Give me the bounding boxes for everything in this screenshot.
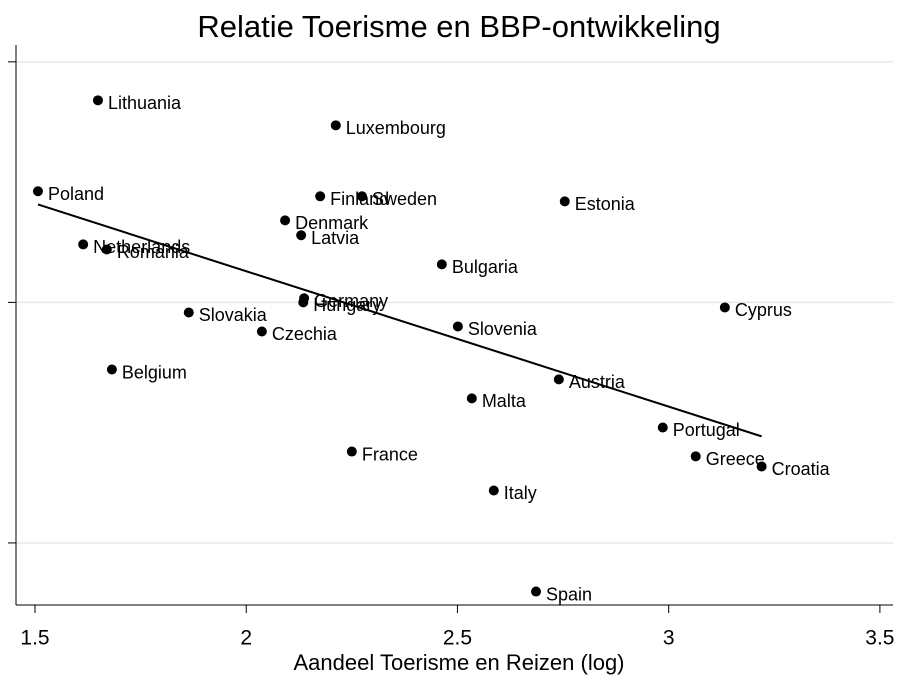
x-tick-label: 2 [240,627,252,650]
point-label: Slovakia [199,305,268,325]
point-label: Netherlands [93,237,190,257]
point [280,215,291,226]
point-label: Luxembourg [346,118,446,138]
point [101,244,112,255]
point [531,586,542,597]
point-label: Hungary [313,295,381,315]
point-label: Slovenia [468,319,538,339]
point-label: Greece [706,449,765,469]
point-label: Cyprus [735,300,792,320]
point-label: Lithuania [108,93,182,113]
point [466,393,477,404]
point [32,186,43,197]
point [298,297,309,308]
point-label: Sweden [372,189,437,209]
x-tick-label: 2.5 [443,627,472,650]
point [719,302,730,313]
point-label: Germany [314,291,388,311]
point-label: Latvia [311,228,360,248]
point-label: France [362,444,418,464]
point-label: Italy [504,483,537,503]
point-label: Belgium [122,362,187,382]
point-label: Czechia [272,324,338,344]
point-label: Austria [569,372,626,392]
point [256,326,267,337]
point [106,364,117,375]
x-tick-label: 3.5 [865,627,894,650]
point-label: Portugal [673,420,740,440]
point-label: Spain [546,584,592,604]
point [78,239,89,250]
point [756,461,767,472]
point [559,196,570,207]
x-tick-label: 3 [663,627,675,650]
point [657,422,668,433]
chart-title: Relatie Toerisme en BBP-ontwikkeling [197,9,720,44]
point [92,95,103,106]
point-label: Croatia [772,459,831,479]
point-label: Bulgaria [452,257,519,277]
x-axis-label: Aandeel Toerisme en Reizen (log) [294,650,625,675]
point [690,451,701,462]
point [315,191,326,202]
point [436,259,447,270]
point-label: Romania [117,242,190,262]
point [488,485,499,496]
x-tick-label: 1.5 [20,627,49,650]
fit-line [37,203,762,438]
point [346,446,357,457]
point [553,374,564,385]
point-label: Poland [48,184,104,204]
point-label: Denmark [295,213,369,233]
point [356,191,367,202]
point [183,307,194,318]
point-label: Estonia [575,194,636,214]
point [452,321,463,332]
point [296,230,307,241]
point-label: Malta [482,391,527,411]
point [330,120,341,131]
